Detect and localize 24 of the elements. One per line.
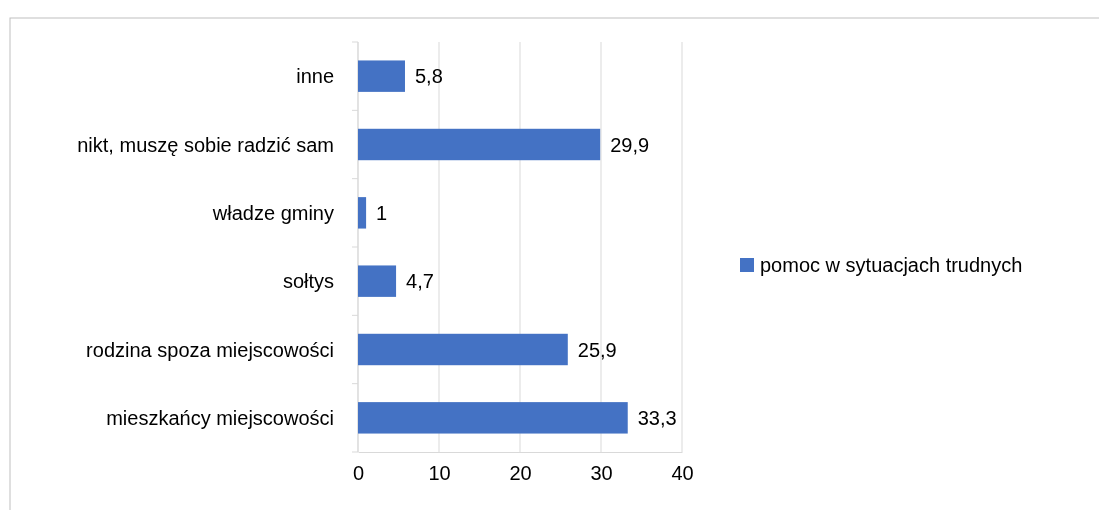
bar: [358, 265, 397, 297]
legend-label: pomoc w sytuacjach trudnych: [760, 254, 1023, 276]
x-tick-label: 10: [428, 462, 451, 485]
data-label: 5,8: [414, 65, 443, 88]
y-tick-label: mieszkańcy miejscowości: [106, 406, 334, 429]
y-tick-label: rodzina spoza miejscowości: [86, 338, 334, 361]
data-label: 25,9: [577, 338, 617, 361]
bar: [358, 128, 601, 161]
data-label: 29,9: [610, 133, 650, 156]
x-tick-label: 0: [352, 462, 365, 485]
bar: [358, 402, 628, 434]
bar: [358, 333, 568, 366]
y-tick-label: nikt, muszę sobie radzić sam: [77, 133, 334, 156]
x-tick-label: 20: [509, 462, 532, 485]
y-tick-label: inne: [296, 65, 334, 88]
x-tick-label: 40: [671, 462, 694, 485]
bar: [358, 60, 405, 92]
y-tick-label: władze gminy: [211, 201, 334, 224]
x-tick-label: 30: [590, 462, 613, 485]
data-label: 4,7: [406, 270, 434, 293]
bar: [358, 197, 367, 229]
y-tick-label: sołtys: [282, 270, 334, 293]
data-label: 1: [376, 201, 388, 224]
data-label: 33,3: [637, 406, 677, 429]
